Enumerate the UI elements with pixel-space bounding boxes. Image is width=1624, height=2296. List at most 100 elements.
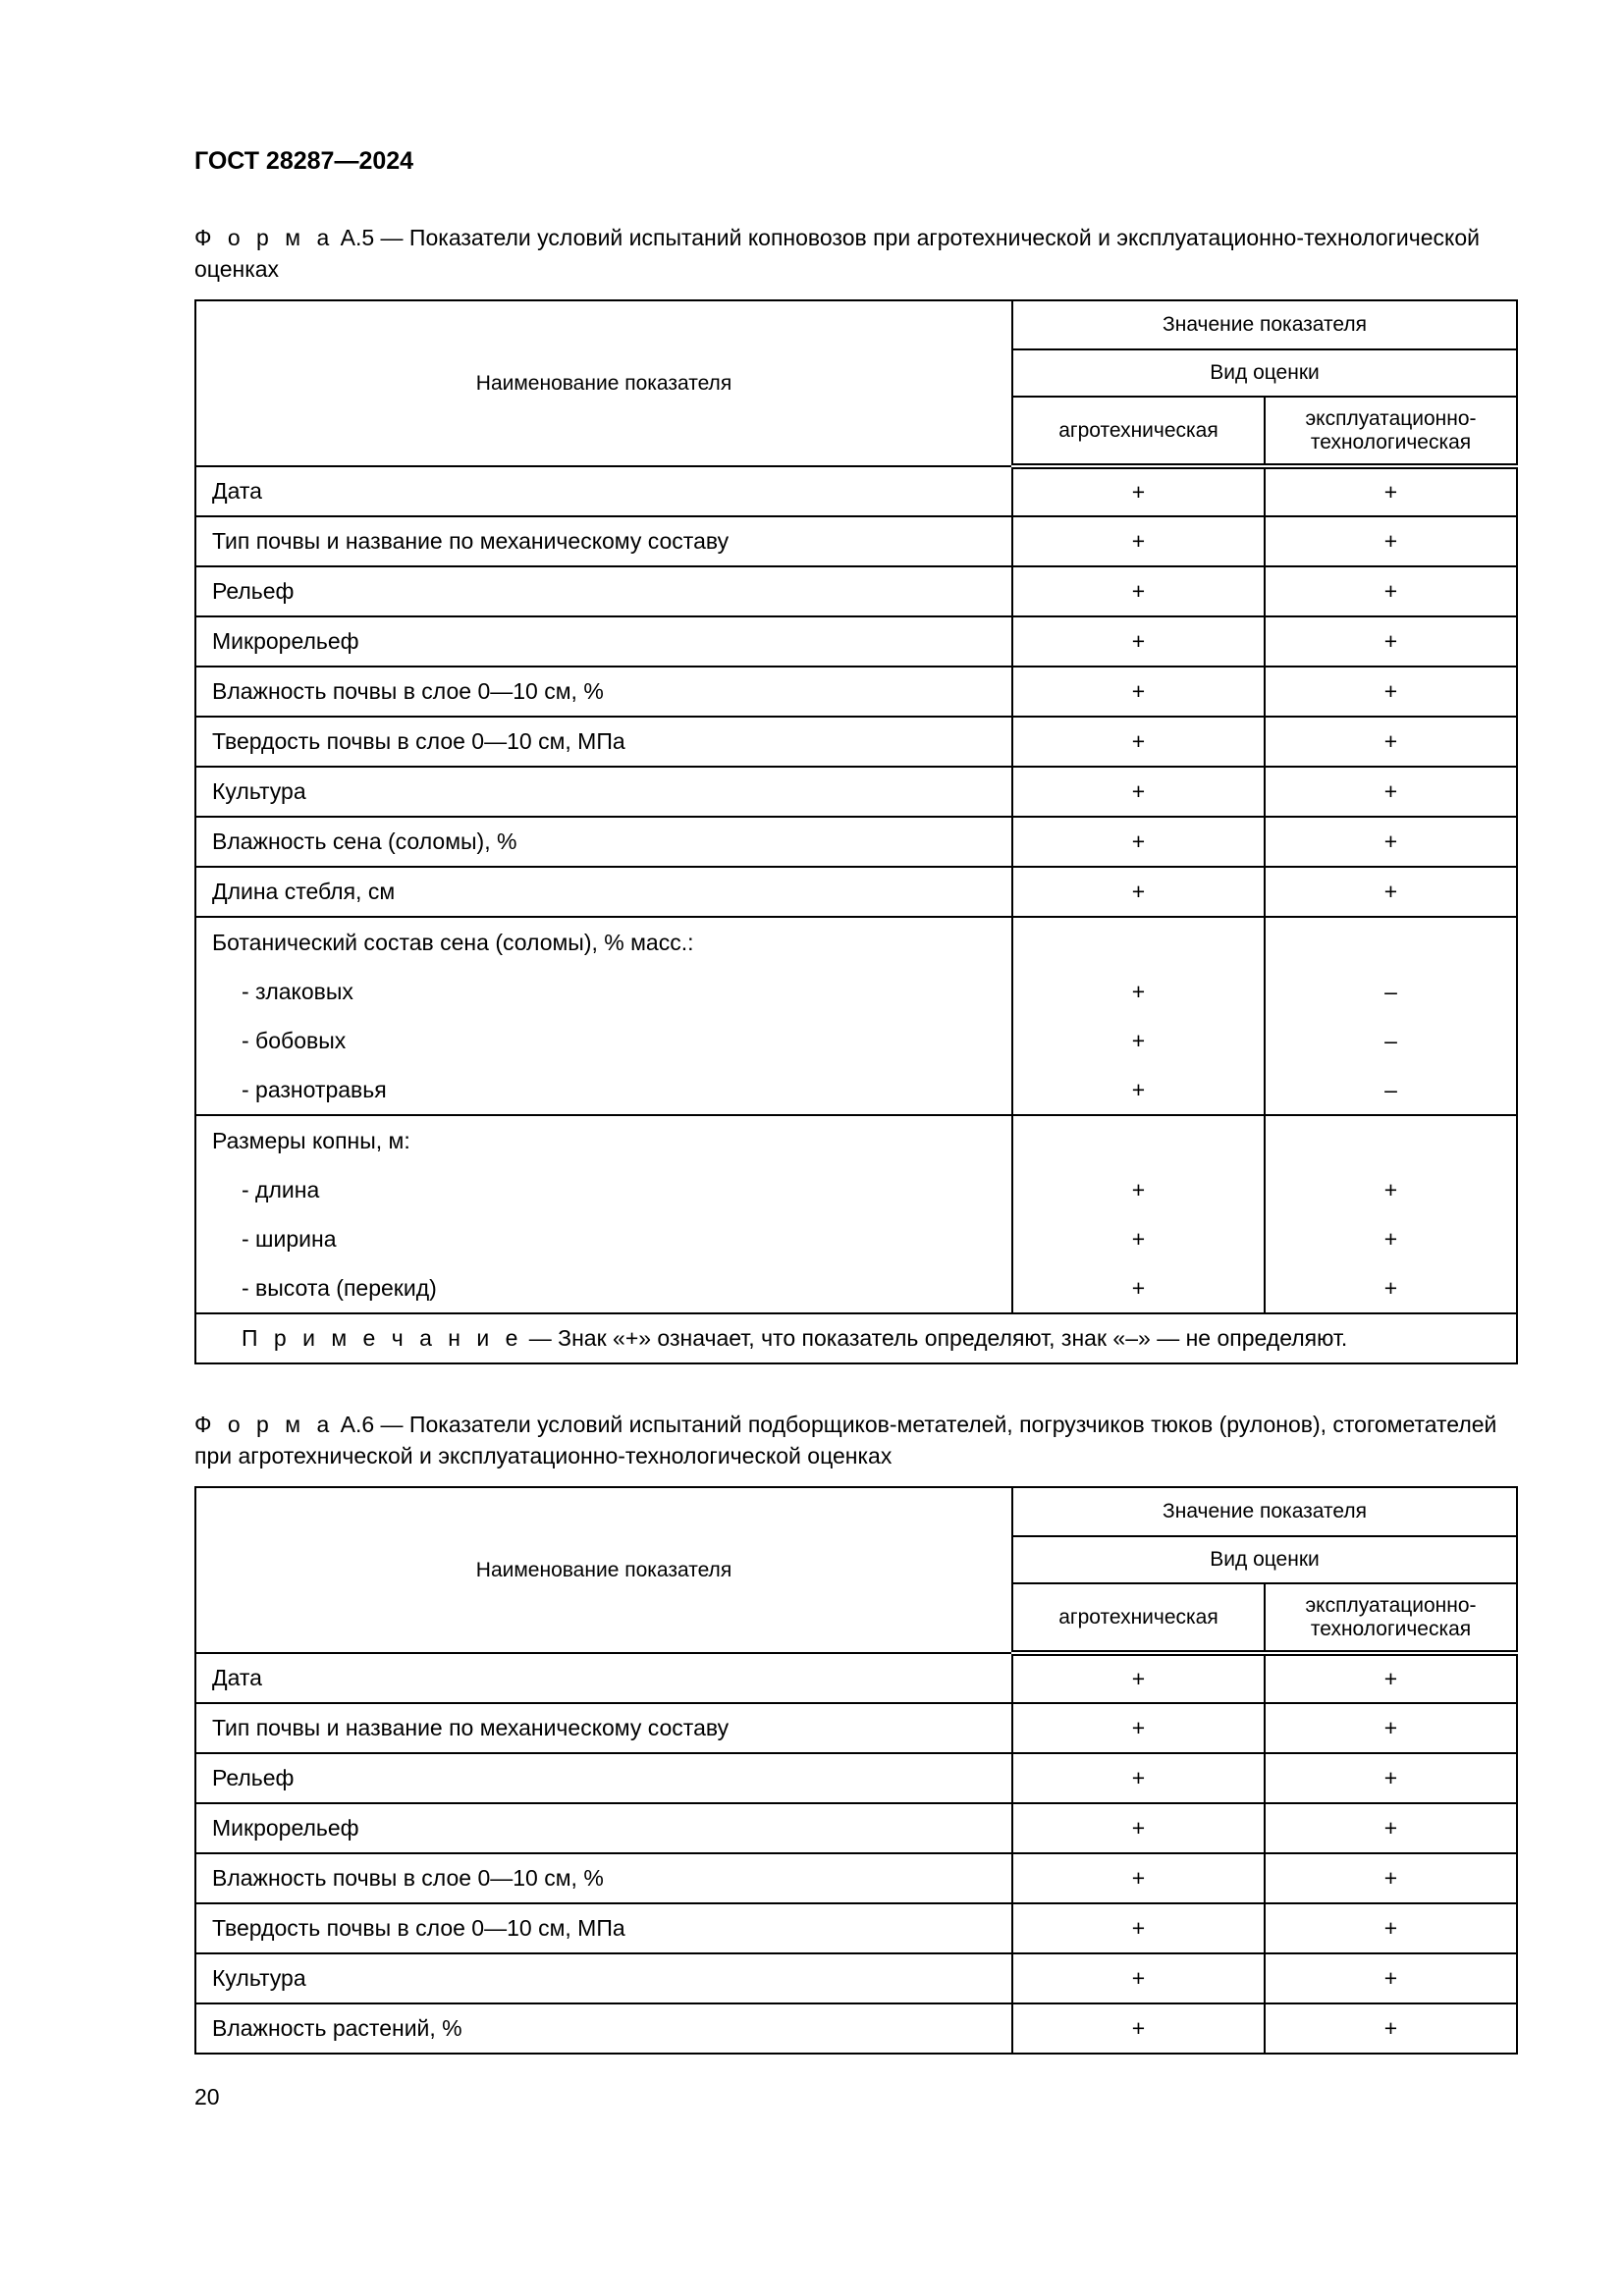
- expl-value: +: [1263, 2002, 1519, 2055]
- table-row: Рельеф + +: [194, 1752, 1519, 1804]
- agro-value: +: [1011, 1802, 1266, 1854]
- agro-value: +: [1131, 1275, 1146, 1301]
- indicator-name: Тип почвы и название по механическому со…: [194, 1702, 1013, 1754]
- indicator-group: Размеры копны, м: - длина - ширина - высота…: [194, 1114, 1013, 1314]
- agro-value: +: [1011, 716, 1266, 768]
- indicator-name: Дата: [194, 465, 1013, 517]
- form-a5-table: Наименование показателя Значение показате…: [193, 299, 1519, 1364]
- spacer: [1013, 1116, 1264, 1165]
- expl-value: –: [1384, 1077, 1397, 1102]
- indicator-name: Длина стебля, см: [194, 866, 1013, 918]
- sub-indicator-name: - разнотравья: [242, 1077, 387, 1102]
- expl-value: +: [1263, 1652, 1519, 1704]
- agro-value: +: [1131, 979, 1146, 1004]
- table-row: Микрорельеф + +: [194, 1802, 1519, 1854]
- indicator-name: Влажность сена (соломы), %: [194, 816, 1013, 868]
- indicator-name: Культура: [194, 1952, 1013, 2004]
- expl-value: +: [1263, 666, 1519, 718]
- note: П р и м е ч а н и е — Знак «+» означает,…: [193, 1312, 1519, 1364]
- agro-value: +: [1011, 866, 1266, 918]
- expl-value: +: [1263, 866, 1519, 918]
- note-text: — Знак «+» означает, что показатель опре…: [522, 1325, 1348, 1351]
- table-row: Дата + +: [194, 1652, 1519, 1704]
- header-agro: агротехническая: [1011, 396, 1266, 469]
- expl-value: +: [1263, 1752, 1519, 1804]
- table-row: Влажность сена (соломы), % + +: [194, 816, 1519, 868]
- expl-value: +: [1383, 1226, 1398, 1252]
- expl-value: +: [1263, 1702, 1519, 1754]
- agro-value: +: [1011, 615, 1266, 667]
- spacer: [1266, 1116, 1516, 1165]
- header-expl: эксплуатационно-технологическая: [1263, 396, 1519, 469]
- expl-value: +: [1263, 465, 1519, 517]
- agro-values: + + +: [1011, 916, 1266, 1116]
- table-row: Культура + +: [194, 766, 1519, 818]
- agro-value: +: [1011, 766, 1266, 818]
- header-value: Значение показателя: [1010, 1486, 1519, 1537]
- expl-value: +: [1263, 766, 1519, 818]
- agro-value: +: [1011, 565, 1266, 617]
- sub-indicator-name: - ширина: [242, 1226, 337, 1252]
- note-row: П р и м е ч а н и е — Знак «+» означает,…: [193, 1312, 1519, 1364]
- expl-value: +: [1263, 716, 1519, 768]
- agro-value: +: [1011, 816, 1266, 868]
- table-row: Тип почвы и название по механическому со…: [194, 1702, 1519, 1754]
- table-row: Микрорельеф + +: [194, 615, 1519, 667]
- expl-value: +: [1263, 1802, 1519, 1854]
- table-row: Длина стебля, см + +: [194, 866, 1519, 918]
- indicator-name: Влажность почвы в слое 0—10 см, %: [194, 666, 1013, 718]
- agro-value: +: [1011, 666, 1266, 718]
- agro-value: +: [1131, 1226, 1146, 1252]
- document-id: ГОСТ 28287—2024: [194, 147, 414, 175]
- indicator-name: Влажность растений, %: [194, 2002, 1013, 2055]
- indicator-name: Тип почвы и название по механическому со…: [194, 515, 1013, 567]
- caption-prefix: Ф о р м а: [194, 225, 335, 250]
- expl-value: +: [1263, 565, 1519, 617]
- expl-values: – – –: [1263, 916, 1519, 1116]
- spacer: [1013, 918, 1264, 967]
- table-row: Ботанический состав сена (соломы), % мас…: [194, 916, 1519, 1116]
- indicator-group: Ботанический состав сена (соломы), % мас…: [194, 916, 1013, 1116]
- indicator-name: Дата: [194, 1652, 1013, 1704]
- sub-indicator-name: - бобовых: [242, 1028, 347, 1053]
- table-row: Дата + +: [194, 465, 1519, 517]
- table-row: Культура + +: [194, 1952, 1519, 2004]
- agro-value: +: [1011, 1752, 1266, 1804]
- indicator-name: Культура: [194, 766, 1013, 818]
- table-row: Твердость почвы в слое 0—10 см, МПа + +: [194, 716, 1519, 768]
- agro-value: +: [1131, 1177, 1146, 1202]
- indicator-name: Влажность почвы в слое 0—10 см, %: [194, 1852, 1013, 1904]
- agro-values: + + +: [1011, 1114, 1266, 1314]
- agro-value: +: [1011, 515, 1266, 567]
- table-row: Рельеф + +: [194, 565, 1519, 617]
- caption-prefix: Ф о р м а: [194, 1412, 335, 1437]
- caption-text: А.6 — Показатели условий испытаний подбо…: [194, 1412, 1497, 1468]
- form-a6-caption: Ф о р м а А.6 — Показатели условий испыт…: [194, 1409, 1520, 1471]
- sub-indicator-name: - высота (перекид): [242, 1275, 437, 1301]
- expl-value: +: [1263, 1902, 1519, 1954]
- spacer: [1266, 918, 1516, 967]
- expl-value: +: [1263, 515, 1519, 567]
- header-agro: агротехническая: [1011, 1582, 1266, 1656]
- header-value: Значение показателя: [1010, 299, 1519, 350]
- expl-value: +: [1263, 615, 1519, 667]
- agro-value: +: [1011, 1852, 1266, 1904]
- header-expl: эксплуатационно-технологическая: [1263, 1582, 1519, 1656]
- indicator-name: Твердость почвы в слое 0—10 см, МПа: [194, 1902, 1013, 1954]
- indicator-name: Микрорельеф: [194, 1802, 1013, 1854]
- expl-value: +: [1263, 816, 1519, 868]
- indicator-name: Твердость почвы в слое 0—10 см, МПа: [194, 716, 1013, 768]
- note-label: П р и м е ч а н и е: [242, 1325, 523, 1351]
- expl-value: –: [1384, 1028, 1397, 1053]
- page-number: 20: [194, 2084, 220, 2109]
- header-name: Наименование показателя: [194, 1486, 1013, 1654]
- header-name: Наименование показателя: [194, 299, 1013, 467]
- agro-value: +: [1011, 1702, 1266, 1754]
- indicator-name: Рельеф: [194, 1752, 1013, 1804]
- expl-value: –: [1384, 979, 1397, 1004]
- group-title: Размеры копны, м:: [212, 1128, 410, 1153]
- form-a5-caption: Ф о р м а А.5 — Показатели условий испыт…: [194, 222, 1520, 285]
- indicator-name: Микрорельеф: [194, 615, 1013, 667]
- agro-value: +: [1011, 1902, 1266, 1954]
- group-title: Ботанический состав сена (соломы), % мас…: [212, 930, 694, 955]
